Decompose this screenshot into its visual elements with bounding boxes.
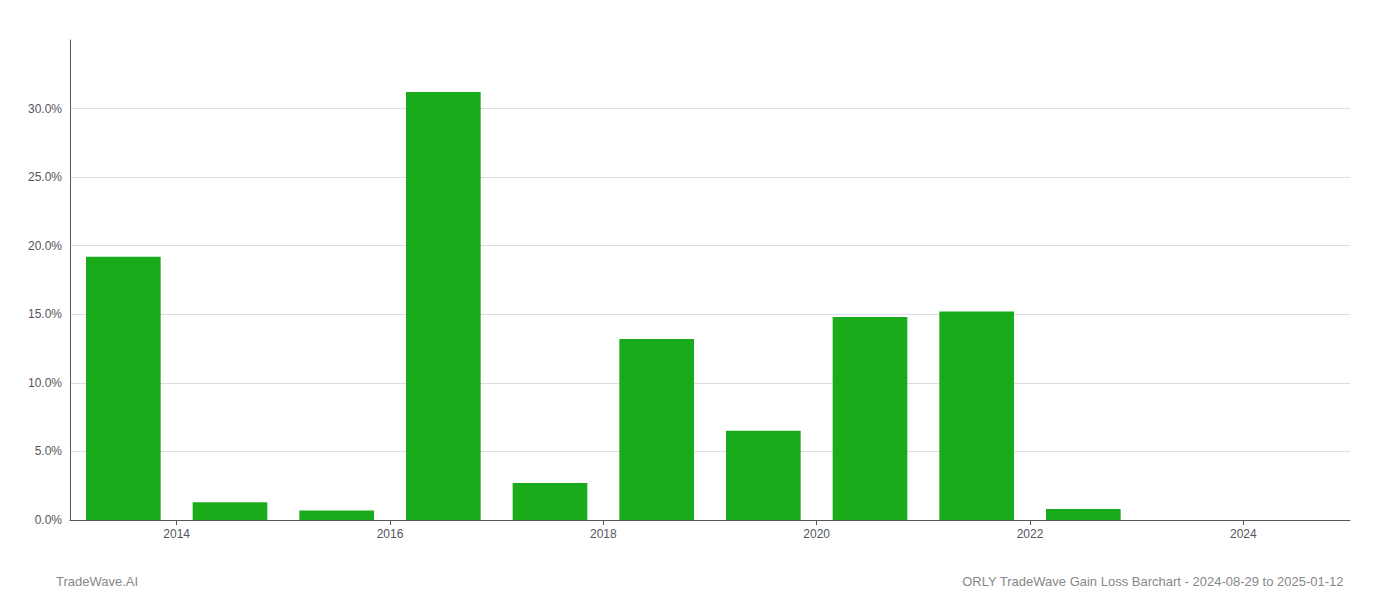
svg-text:TradeWave.AI: TradeWave.AI [56,574,138,589]
svg-text:2016: 2016 [377,527,404,541]
svg-text:2014: 2014 [163,527,190,541]
svg-text:5.0%: 5.0% [35,444,63,458]
svg-text:2020: 2020 [803,527,830,541]
svg-text:15.0%: 15.0% [28,307,62,321]
svg-text:10.0%: 10.0% [28,376,62,390]
svg-text:2022: 2022 [1017,527,1044,541]
svg-text:20.0%: 20.0% [28,239,62,253]
svg-text:30.0%: 30.0% [28,102,62,116]
svg-text:0.0%: 0.0% [35,513,63,527]
svg-text:2018: 2018 [590,527,617,541]
svg-text:ORLY TradeWave Gain Loss Barch: ORLY TradeWave Gain Loss Barchart - 2024… [962,574,1343,589]
svg-text:2024: 2024 [1230,527,1257,541]
svg-text:25.0%: 25.0% [28,170,62,184]
